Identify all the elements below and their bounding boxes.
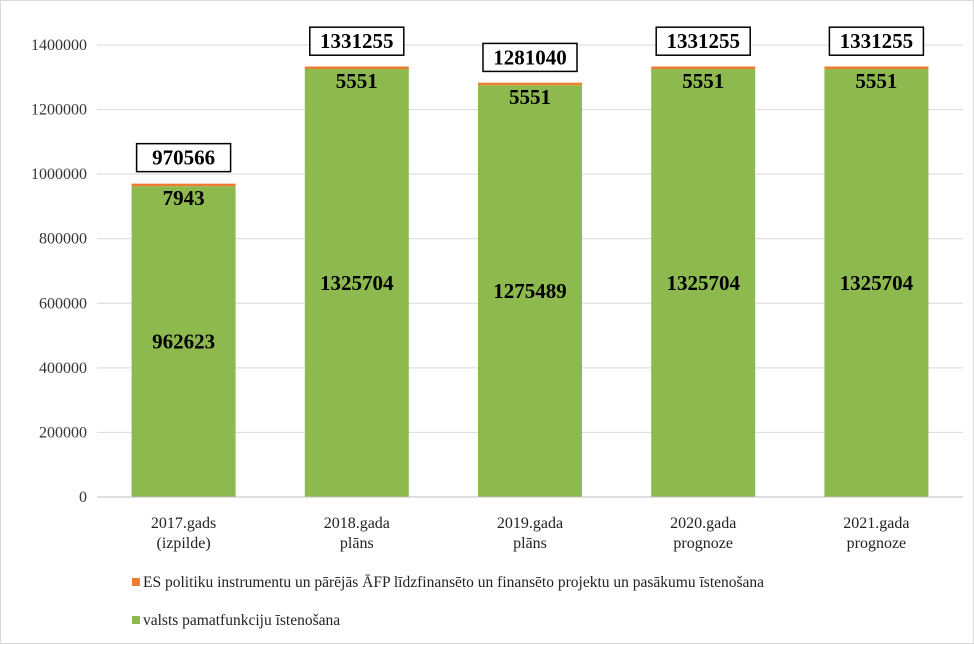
data-label-base: 1325704 [666,271,740,295]
y-tick-label: 1000000 [31,166,87,183]
x-tick-label: 2020.gada [670,515,736,532]
y-tick-label: 800000 [39,231,87,248]
data-label-top: 5551 [509,85,551,109]
data-label-base: 962623 [152,330,215,354]
data-label-base: 1325704 [320,271,394,295]
data-label-top: 5551 [682,69,724,93]
bar-segment-top [824,66,929,69]
bars: 962623 7943 970566 1325704 5551 1331255 127548… [131,26,929,498]
total-label-box [655,26,751,56]
bar-segment-base [824,68,929,497]
data-label-base: 1325704 [840,271,914,295]
total-label: 1281040 [493,45,567,69]
data-label-base: 1275489 [493,279,567,303]
x-tick-label: 2018.gada [324,515,390,532]
y-tick-label: 200000 [39,424,87,441]
bar-segment-top [304,66,409,69]
y-tick-label: 1200000 [31,102,87,119]
x-tick-label: 2019.gada [497,515,563,532]
bar-segment-base [651,68,756,497]
bar-segment-top [651,66,756,69]
bar-segment-base [131,186,236,498]
x-tick-label: (izpilde) [156,535,210,552]
bar-segment-top [478,82,582,86]
legend-label: ES politiku instrumentu un pārējās ĀFP l… [143,574,764,591]
total-label: 1331255 [666,29,740,53]
total-label: 1331255 [840,29,914,53]
legend: ES politiku instrumentu un pārējās ĀFP l… [132,574,764,629]
legend-swatch [132,616,140,624]
legend-swatch [132,578,140,586]
data-label-top: 5551 [855,69,897,93]
y-tick-label: 0 [79,489,87,506]
x-tick-label: plāns [513,535,547,552]
bar-segment-base [304,68,409,497]
total-label-box [309,26,405,56]
x-tick-label: prognoze [673,535,733,552]
x-tick-label: plāns [340,535,374,552]
bar-segment-base [478,85,582,497]
y-tick-label: 1400000 [31,37,87,54]
x-tick-label: 2021.gada [843,515,909,532]
x-axis: 2017.gads (izpilde) 2018.gada plāns 2019.gad… [97,496,963,552]
y-tick-label: 400000 [39,360,87,377]
data-label-top: 7943 [163,186,205,210]
total-label: 1331255 [320,29,394,53]
total-label-box [828,26,925,56]
bar-segment-top [131,183,236,187]
data-label-top: 5551 [336,69,378,93]
y-axis: 0 200000 400000 600000 800000 1000000 1200000 1… [31,37,87,506]
total-label-box [135,142,232,173]
x-tick-label: 2017.gads [151,515,216,532]
total-label: 970566 [152,146,215,170]
x-tick-label: prognoze [847,535,907,552]
y-tick-label: 600000 [39,295,87,312]
legend-label: valsts pamatfunkciju īstenošana [143,612,340,629]
total-label-box [482,42,578,73]
